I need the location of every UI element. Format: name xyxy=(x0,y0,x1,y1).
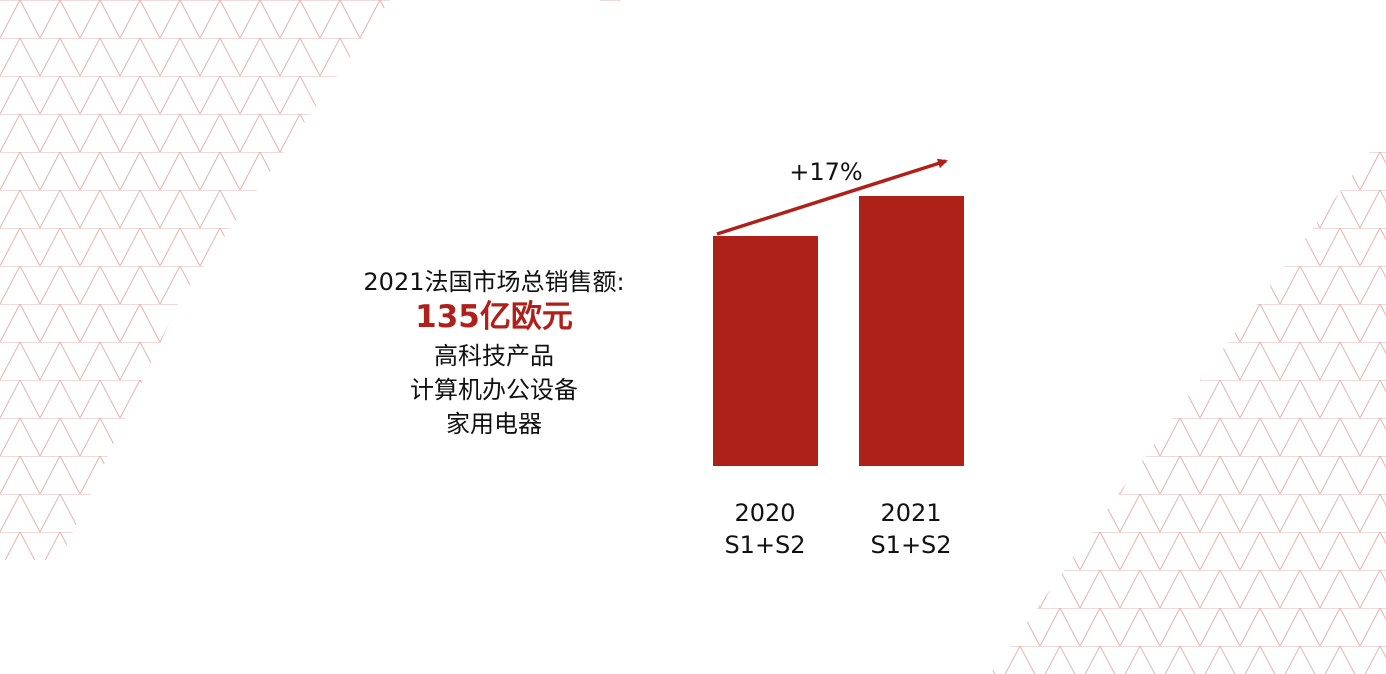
bar xyxy=(713,236,818,466)
summary-heading: 2021法国市场总销售额: xyxy=(363,268,625,296)
decor-pattern xyxy=(600,0,620,14)
x-tick-label: 2020 S1+S2 xyxy=(724,499,806,559)
summary-item: 计算机办公设备 xyxy=(410,376,578,404)
summary-total: 135亿欧元 xyxy=(415,299,573,335)
summary-item: 家用电器 xyxy=(446,410,542,438)
bar xyxy=(859,196,964,466)
x-tick-label: 2021 S1+S2 xyxy=(870,499,952,559)
decor-pattern xyxy=(0,0,390,560)
summary-item: 高科技产品 xyxy=(434,342,554,370)
growth-annotation: +17% xyxy=(789,158,863,186)
decor-pattern xyxy=(990,130,1386,674)
growth-arrow xyxy=(716,158,948,236)
